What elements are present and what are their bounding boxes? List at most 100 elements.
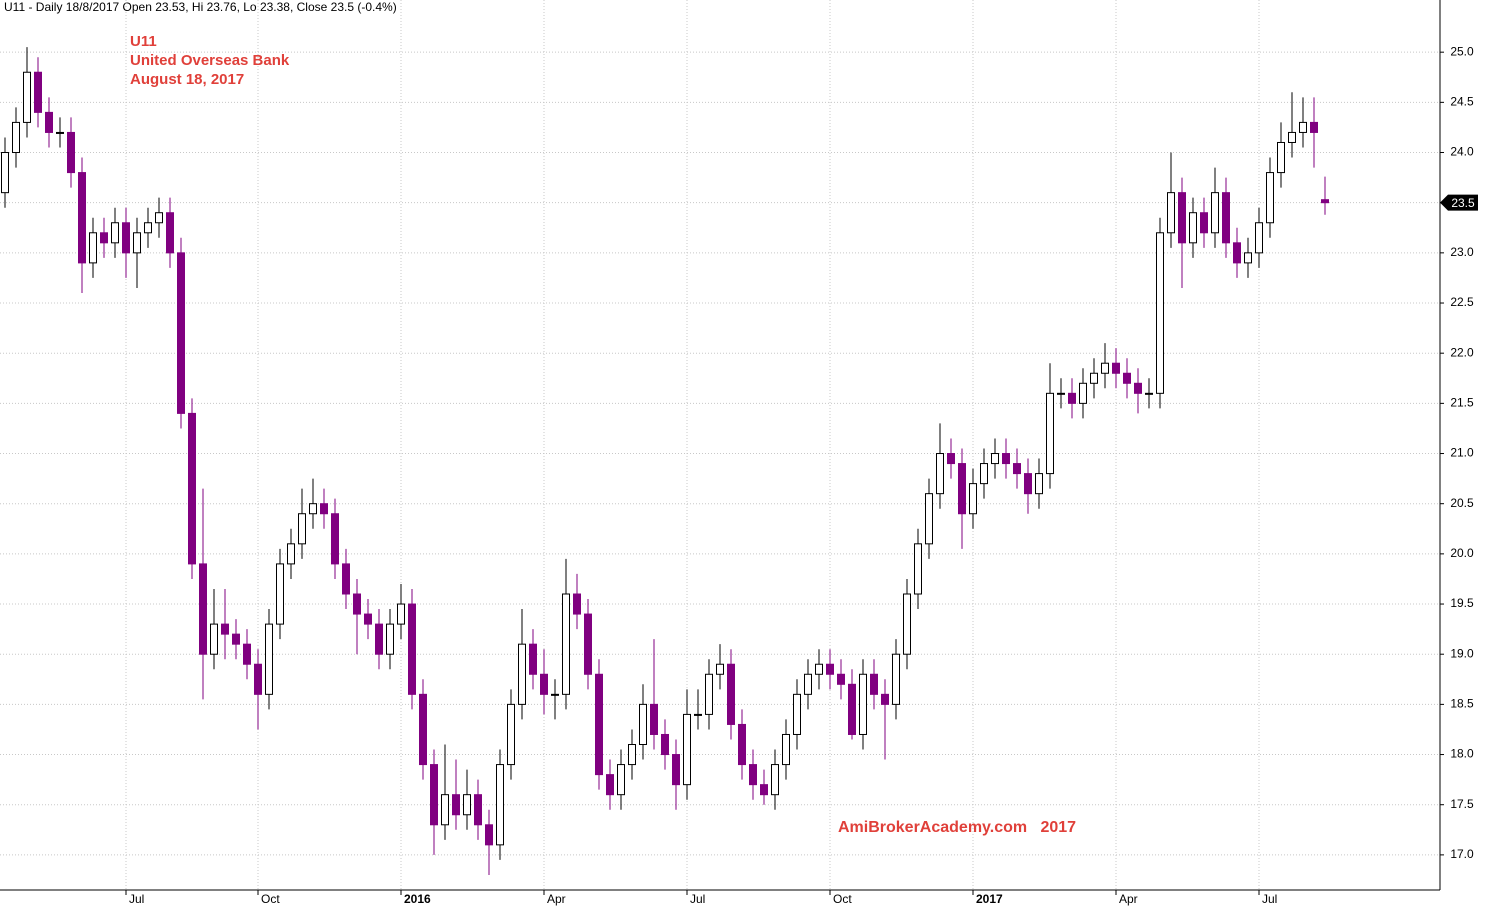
candle-body bbox=[485, 824, 493, 846]
candle-body bbox=[287, 543, 295, 565]
candle-body bbox=[309, 503, 317, 515]
candle-body bbox=[12, 121, 20, 154]
candle-body bbox=[1288, 131, 1296, 143]
candle-body bbox=[166, 212, 174, 254]
candle-body bbox=[562, 593, 570, 695]
y-tick-label: 23.0 bbox=[1450, 245, 1474, 259]
annotation: United Overseas Bank bbox=[130, 52, 290, 69]
candle-body bbox=[419, 693, 427, 766]
candle-body bbox=[1123, 372, 1131, 384]
candle-body bbox=[1200, 212, 1208, 234]
chart-header: U11 - Daily 18/8/2017 Open 23.53, Hi 23.… bbox=[4, 0, 397, 14]
candle-body bbox=[1112, 362, 1120, 374]
candle-body bbox=[1101, 362, 1109, 374]
candle-body bbox=[353, 593, 361, 615]
candle-body bbox=[221, 623, 229, 635]
candle-body bbox=[1013, 463, 1021, 475]
candle-body bbox=[210, 623, 218, 655]
x-tick-label: 2016 bbox=[404, 892, 431, 906]
candle-body bbox=[826, 663, 834, 675]
x-tick-label: Oct bbox=[261, 892, 280, 906]
candle-body bbox=[760, 784, 768, 796]
candle-body bbox=[67, 131, 75, 174]
candle-body bbox=[694, 713, 702, 716]
y-tick-label: 24.5 bbox=[1450, 95, 1474, 109]
candle-body bbox=[1145, 392, 1153, 395]
candle-body bbox=[1002, 453, 1010, 465]
candle-body bbox=[1233, 242, 1241, 264]
candle-body bbox=[595, 673, 603, 776]
candle-body bbox=[1, 152, 9, 194]
candle-body bbox=[936, 453, 944, 495]
candle-body bbox=[727, 663, 735, 725]
candle-body bbox=[848, 683, 856, 735]
candle-body bbox=[243, 643, 251, 665]
candle-body bbox=[1079, 382, 1087, 404]
watermark: AmiBrokerAcademy.com 2017 bbox=[838, 819, 1076, 836]
candle-body bbox=[991, 453, 999, 465]
candle-body bbox=[1068, 392, 1076, 404]
y-tick-label: 18.0 bbox=[1450, 747, 1474, 761]
candle-body bbox=[474, 794, 482, 826]
candle-body bbox=[441, 794, 449, 826]
y-tick-label: 19.0 bbox=[1450, 646, 1474, 660]
y-tick-label: 22.5 bbox=[1450, 295, 1474, 309]
candle-body bbox=[386, 623, 394, 655]
candle-body bbox=[1211, 192, 1219, 234]
candle-body bbox=[276, 563, 284, 625]
candle-body bbox=[1090, 372, 1098, 384]
candle-body bbox=[540, 673, 548, 695]
candle-body bbox=[650, 703, 658, 735]
candle-body bbox=[738, 723, 746, 766]
candle-body bbox=[144, 222, 152, 234]
candle-body bbox=[463, 794, 471, 816]
candle-body bbox=[265, 623, 273, 695]
y-tick-label: 17.0 bbox=[1450, 847, 1474, 861]
candle-body bbox=[320, 503, 328, 515]
candle-body bbox=[551, 693, 559, 696]
candle-body bbox=[1035, 473, 1043, 495]
candle-body bbox=[1134, 382, 1142, 394]
y-tick-label: 21.5 bbox=[1450, 396, 1474, 410]
annotation: U11 bbox=[130, 33, 157, 50]
candle-body bbox=[958, 463, 966, 515]
x-tick-label: Jul bbox=[1262, 892, 1277, 906]
candle-body bbox=[1057, 392, 1065, 395]
candle-body bbox=[56, 131, 64, 134]
y-tick-label: 19.5 bbox=[1450, 596, 1474, 610]
candle-body bbox=[375, 623, 383, 655]
last-price-tag bbox=[1440, 194, 1478, 211]
candle-body bbox=[1167, 192, 1175, 234]
y-tick-label: 24.0 bbox=[1450, 145, 1474, 159]
candle-body bbox=[661, 733, 669, 756]
candle-body bbox=[177, 252, 185, 414]
candle-body bbox=[1046, 392, 1054, 475]
candle-body bbox=[34, 71, 42, 113]
candle-body bbox=[496, 764, 504, 846]
x-tick-label: Oct bbox=[833, 892, 852, 906]
candle-body bbox=[1255, 222, 1263, 254]
candle-body bbox=[254, 663, 262, 695]
candle-body bbox=[188, 412, 196, 565]
candle-body bbox=[529, 643, 537, 675]
candle-body bbox=[672, 754, 680, 786]
candle-body bbox=[199, 563, 207, 655]
annotation: August 18, 2017 bbox=[130, 71, 244, 88]
x-tick-label: Jul bbox=[690, 892, 705, 906]
candle-body bbox=[925, 493, 933, 545]
candle-body bbox=[89, 232, 97, 264]
candle-body bbox=[804, 673, 812, 695]
candle-body bbox=[23, 71, 31, 123]
candle-body bbox=[782, 733, 790, 766]
candle-body bbox=[1156, 232, 1164, 394]
candle-body bbox=[881, 693, 889, 705]
candle-body bbox=[155, 212, 163, 224]
candle-body bbox=[408, 603, 416, 695]
candle-body bbox=[78, 172, 86, 264]
candle-body bbox=[639, 703, 647, 746]
candle-body bbox=[1321, 199, 1329, 204]
y-tick-label: 20.5 bbox=[1450, 496, 1474, 510]
candle-body bbox=[969, 483, 977, 515]
y-tick-label: 17.5 bbox=[1450, 797, 1474, 811]
